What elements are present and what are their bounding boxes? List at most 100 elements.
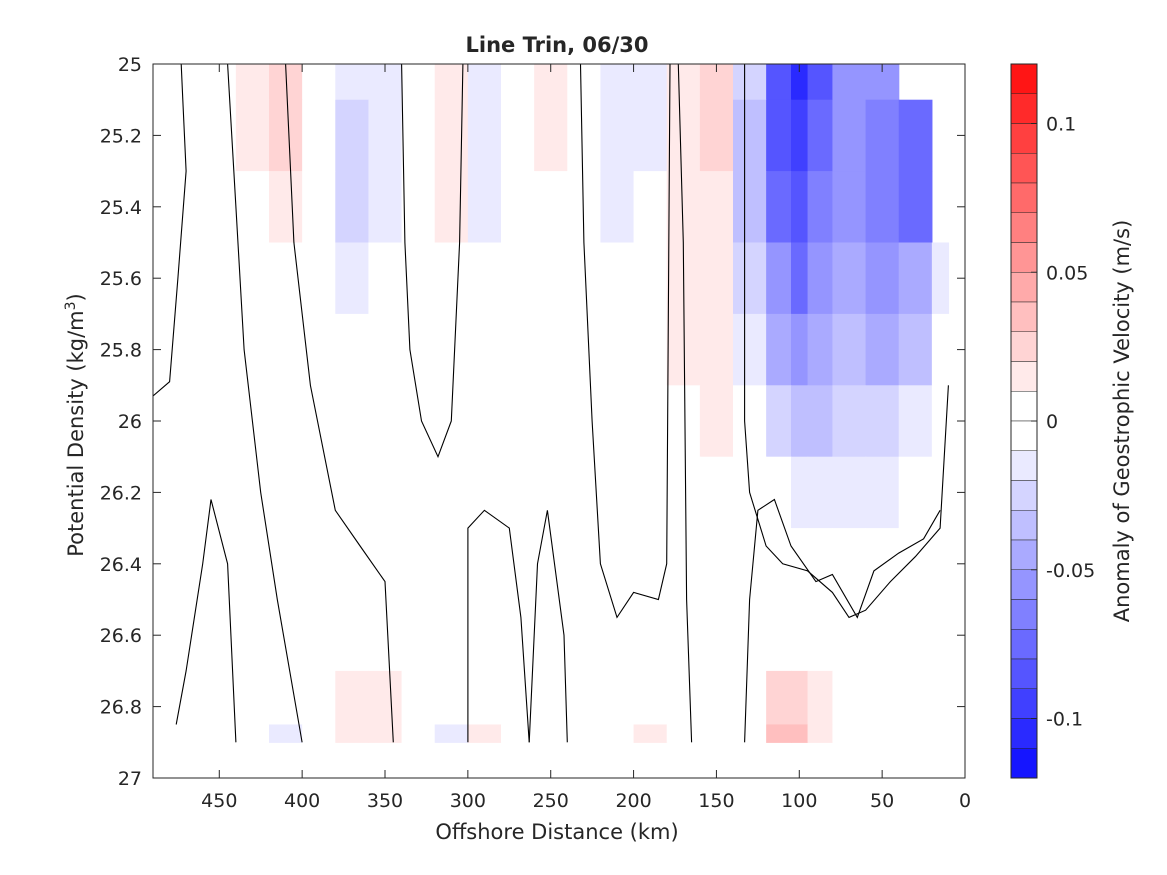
field-cell bbox=[401, 456, 436, 529]
y-tick-label: 26.6 bbox=[100, 625, 142, 647]
field-cell bbox=[898, 724, 933, 743]
field-cell bbox=[600, 599, 635, 672]
field-cell bbox=[335, 385, 370, 458]
colorbar-segment bbox=[1010, 510, 1038, 541]
field-cell bbox=[501, 242, 535, 315]
field-cell bbox=[832, 599, 867, 672]
y-tick-label: 25.8 bbox=[100, 340, 142, 362]
field-cell bbox=[153, 670, 171, 726]
colorbar-segment bbox=[1010, 212, 1038, 243]
field-cell bbox=[791, 599, 809, 672]
colorbar-segment bbox=[1010, 153, 1038, 184]
field-cell bbox=[302, 456, 336, 529]
field-cell bbox=[666, 456, 701, 529]
field-cell bbox=[699, 242, 734, 315]
zero-contours bbox=[153, 64, 949, 743]
colorbar-segment bbox=[1010, 658, 1038, 689]
field-cell bbox=[434, 724, 469, 743]
field-cell bbox=[807, 313, 834, 386]
zero-contour-line bbox=[401, 64, 464, 459]
field-cell bbox=[534, 599, 568, 672]
field-cell bbox=[931, 242, 950, 315]
field-cell bbox=[467, 99, 502, 172]
field-cell bbox=[733, 724, 767, 743]
field-cell bbox=[368, 313, 403, 386]
field-cell bbox=[269, 242, 303, 315]
x-axis-label: Offshore Distance (km) bbox=[435, 820, 678, 844]
field-cell bbox=[302, 242, 336, 315]
field-cell bbox=[791, 385, 809, 458]
colorbar-segments bbox=[1010, 63, 1038, 779]
field-cell bbox=[368, 171, 403, 244]
field-cell bbox=[401, 99, 436, 172]
zero-contour-line bbox=[285, 64, 394, 743]
field-cell bbox=[467, 528, 502, 601]
field-cell bbox=[898, 242, 933, 315]
field-cell bbox=[302, 724, 336, 743]
field-cell bbox=[335, 724, 370, 743]
field-cell bbox=[202, 313, 237, 386]
field-cell bbox=[434, 528, 469, 601]
field-cell bbox=[791, 313, 809, 386]
y-tick-label: 25.4 bbox=[100, 197, 142, 219]
field-cell bbox=[434, 171, 469, 244]
field-cell bbox=[153, 171, 171, 244]
field-cell bbox=[567, 599, 602, 672]
y-tick-label: 25.6 bbox=[100, 268, 142, 290]
field-cell bbox=[235, 171, 270, 244]
field-cell bbox=[898, 528, 933, 601]
field-cell bbox=[467, 456, 502, 529]
field-cell bbox=[235, 599, 270, 672]
field-cell bbox=[931, 456, 950, 529]
field-cell bbox=[600, 456, 635, 529]
field-cell bbox=[807, 528, 834, 601]
chart-title: Line Trin, 06/30 bbox=[465, 33, 648, 57]
field-cell bbox=[269, 313, 303, 386]
field-cell bbox=[501, 599, 535, 672]
field-cell bbox=[666, 724, 701, 743]
field-cell bbox=[534, 313, 568, 386]
field-cell bbox=[534, 99, 568, 172]
field-cell bbox=[699, 528, 734, 601]
field-cell bbox=[269, 599, 303, 672]
field-cell bbox=[733, 64, 767, 101]
field-cell bbox=[666, 64, 701, 101]
colorbar-segment bbox=[1010, 182, 1038, 213]
field-cell bbox=[153, 528, 171, 601]
colorbar-segment bbox=[1010, 599, 1038, 630]
field-cell bbox=[501, 528, 535, 601]
field-cell bbox=[832, 385, 867, 458]
field-cell bbox=[898, 385, 933, 458]
colorbar-tick-label: -0.05 bbox=[1046, 560, 1095, 582]
field-cell bbox=[401, 528, 436, 601]
field-cell bbox=[202, 242, 237, 315]
field-cell bbox=[666, 528, 701, 601]
field-cell bbox=[807, 171, 834, 244]
field-cell bbox=[666, 599, 701, 672]
field-cell bbox=[434, 313, 469, 386]
field-cell bbox=[169, 171, 204, 244]
field-cell bbox=[807, 599, 834, 672]
colorbar-segment bbox=[1010, 93, 1038, 124]
field-cell bbox=[534, 171, 568, 244]
y-axis-label-main: Potential Density (kg/m bbox=[64, 310, 88, 556]
zero-contour-line bbox=[744, 64, 949, 619]
field-cell bbox=[666, 670, 701, 726]
x-tick-label: 150 bbox=[698, 790, 734, 812]
field-cell bbox=[467, 599, 502, 672]
field-cell bbox=[766, 724, 792, 743]
field-cell bbox=[153, 99, 171, 172]
field-cell bbox=[302, 64, 336, 101]
field-cell bbox=[931, 670, 950, 726]
field-cell bbox=[807, 99, 834, 172]
field-cell bbox=[534, 670, 568, 726]
field-cell bbox=[434, 99, 469, 172]
field-cell bbox=[368, 670, 403, 726]
field-cell bbox=[501, 313, 535, 386]
y-tick-label: 26.8 bbox=[100, 697, 142, 719]
field-cell bbox=[269, 385, 303, 458]
field-cell bbox=[633, 385, 668, 458]
y-tick-label: 26.2 bbox=[100, 482, 142, 504]
x-tick-label: 250 bbox=[533, 790, 569, 812]
field-cell bbox=[202, 385, 237, 458]
